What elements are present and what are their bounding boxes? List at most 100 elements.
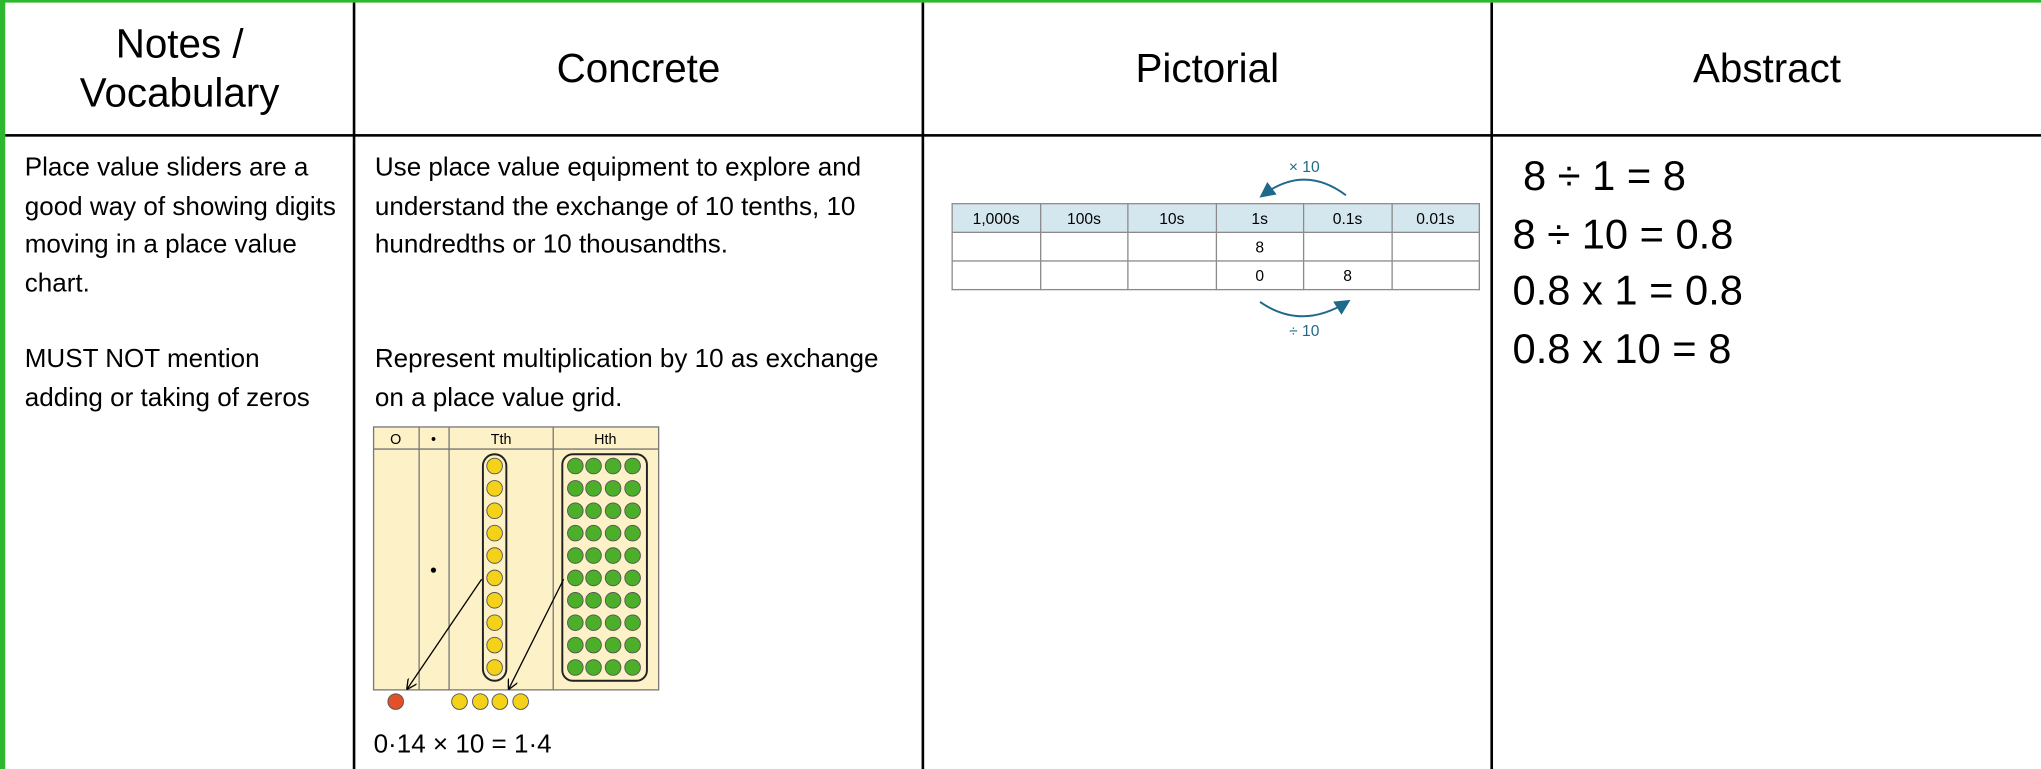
concrete-text: Use place value equipment to explore and…	[374, 153, 862, 260]
counter	[451, 693, 468, 710]
equation: 0.8 x 1 = 0.8	[1512, 266, 1743, 314]
counter	[624, 569, 641, 587]
counter	[486, 592, 503, 609]
header: Abstract	[1692, 44, 1842, 91]
equation: 0·14 × 10 = 1·4	[373, 730, 552, 759]
counter	[585, 480, 602, 497]
counter	[624, 547, 641, 564]
arrow	[1259, 299, 1351, 318]
counter	[604, 592, 622, 609]
group	[481, 453, 508, 682]
cell: 100s	[1039, 203, 1129, 233]
counter	[567, 480, 584, 497]
counter	[604, 614, 622, 631]
divider	[352, 2, 356, 769]
arrow	[407, 578, 483, 688]
grid-header: Tth	[491, 432, 512, 448]
counter	[604, 569, 622, 587]
counter	[567, 502, 584, 520]
counter	[472, 693, 489, 710]
decimal-point	[430, 567, 437, 573]
divider	[921, 2, 925, 769]
arrow-label: × 10	[1289, 159, 1320, 176]
note: Place value sliders are a good way of sh…	[24, 153, 336, 298]
counter	[604, 480, 622, 497]
counter	[567, 592, 584, 609]
counter	[585, 457, 602, 475]
cell: 1s	[1215, 203, 1305, 233]
cell	[1390, 231, 1480, 262]
grid-header: O	[390, 432, 401, 448]
counter	[624, 480, 641, 497]
divider	[5, 134, 2041, 137]
counter	[585, 502, 602, 520]
counter	[486, 502, 503, 520]
cell: 8	[1302, 260, 1393, 291]
counter	[585, 659, 602, 676]
equation: 8 ÷ 10 = 0.8	[1512, 210, 1734, 258]
equation: 0.8 x 10 = 8	[1512, 325, 1732, 373]
cell: 0.01s	[1390, 203, 1480, 233]
counter	[387, 693, 404, 710]
counter	[567, 569, 584, 587]
cell: 0	[1215, 260, 1305, 291]
header: Concrete	[556, 44, 721, 91]
counter	[486, 547, 503, 564]
cell	[951, 260, 1041, 291]
counter	[486, 480, 503, 497]
equation: 8 ÷ 1 = 8	[1522, 152, 1686, 200]
divider	[1490, 2, 1494, 769]
counter	[486, 636, 503, 654]
counter	[512, 693, 529, 710]
cell	[1302, 231, 1393, 262]
counter	[585, 524, 602, 542]
header: Notes / Vocabulary	[79, 20, 280, 116]
cell: 8	[1215, 231, 1305, 262]
header: Pictorial	[1135, 44, 1280, 91]
cell	[1039, 260, 1129, 291]
arrow	[1259, 178, 1347, 198]
counter	[486, 569, 503, 587]
counter	[604, 524, 622, 542]
counter	[567, 547, 584, 564]
counter	[486, 659, 503, 676]
counter	[567, 457, 584, 475]
cell	[1127, 231, 1217, 262]
header-row: 1,000s 100s 10s 1s 0.1s 0.01s	[951, 203, 1480, 233]
counter	[604, 457, 622, 475]
counter	[624, 636, 641, 654]
counter	[567, 524, 584, 542]
counter	[604, 659, 622, 676]
counter	[624, 659, 641, 676]
cell: 1,000s	[951, 203, 1041, 233]
cell	[1039, 231, 1129, 262]
grid-header: Hth	[594, 432, 616, 448]
group	[561, 453, 648, 682]
place-value-table: 1,000s 100s 10s 1s 0.1s 0.01s 8 0 8	[951, 203, 1480, 291]
counter	[585, 614, 602, 631]
counter	[486, 457, 503, 475]
counter	[585, 592, 602, 609]
cell	[1127, 260, 1217, 291]
counter	[624, 457, 641, 475]
cell: 0.1s	[1302, 203, 1393, 233]
counter	[585, 636, 602, 654]
counter	[567, 659, 584, 676]
cell	[1390, 260, 1480, 291]
grid-header: •	[431, 432, 436, 448]
arrow-label: ÷ 10	[1289, 323, 1320, 340]
counter	[624, 592, 641, 609]
cell: 10s	[1127, 203, 1217, 233]
counter	[604, 636, 622, 654]
counter	[567, 614, 584, 631]
counter	[486, 524, 503, 542]
counter	[567, 636, 584, 654]
counter	[624, 524, 641, 542]
counter	[585, 547, 602, 564]
counter	[604, 547, 622, 564]
